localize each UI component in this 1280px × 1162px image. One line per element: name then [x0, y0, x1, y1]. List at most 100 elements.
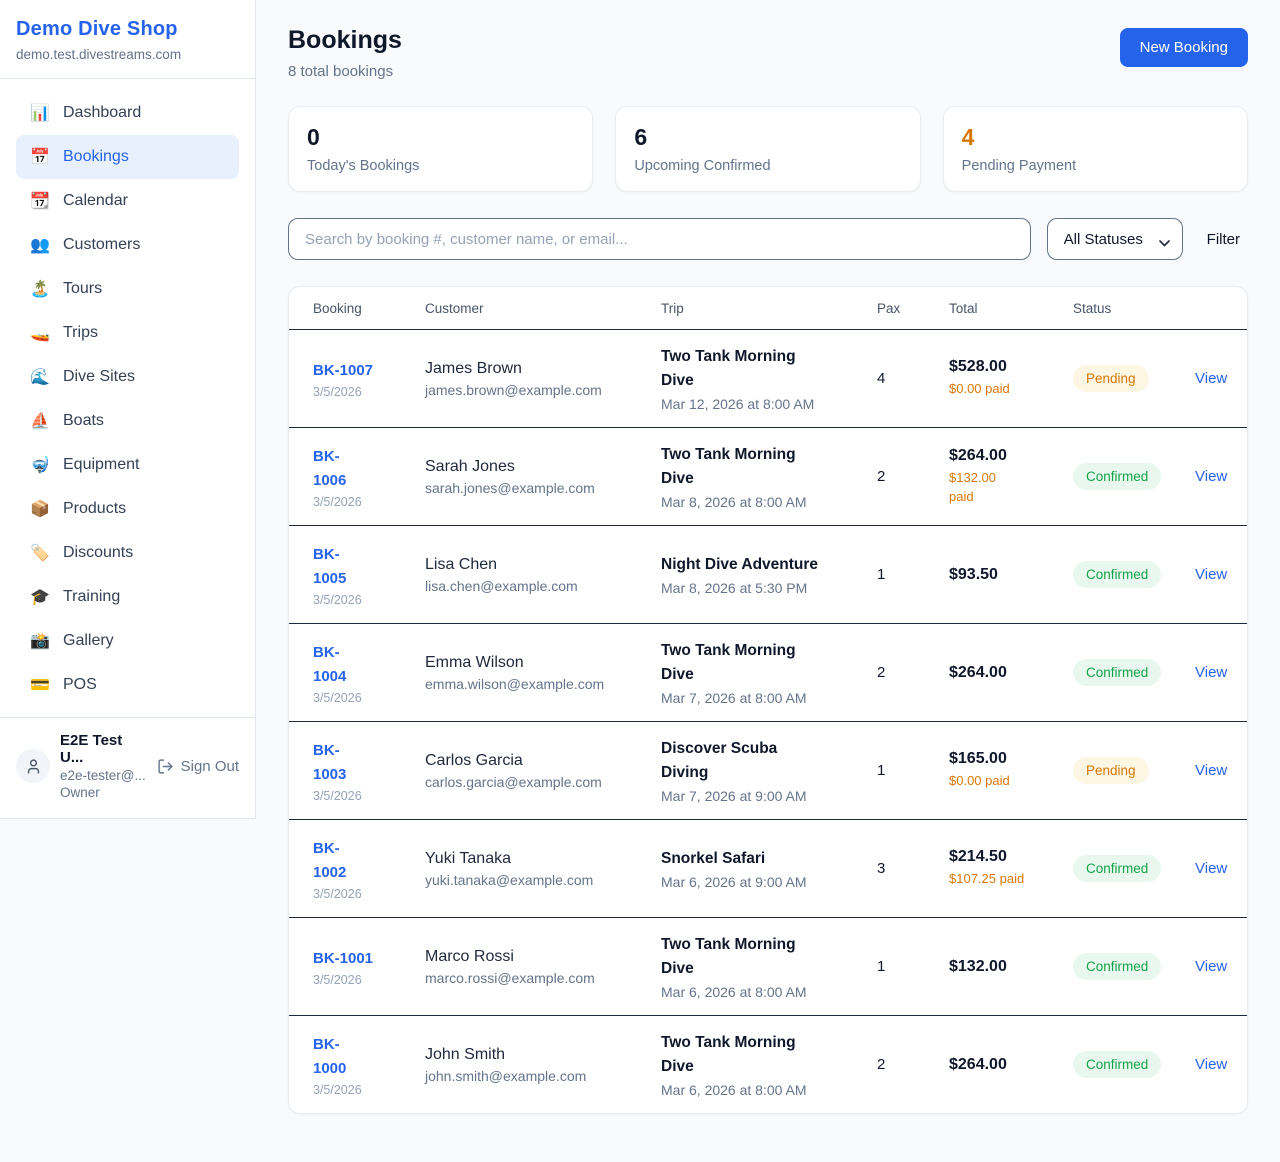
trip-name: Night Dive Adventure	[661, 555, 819, 573]
sidebar-item-tours[interactable]: 🏝️ Tours	[16, 267, 239, 311]
pax-count: 2	[877, 1056, 886, 1073]
sidebar-item-bookings[interactable]: 📅 Bookings	[16, 135, 239, 179]
trip-name: Two Tank Morning Dive	[661, 641, 796, 683]
status-badge: Confirmed	[1073, 1051, 1162, 1078]
sidebar-item-boats[interactable]: ⛵ Boats	[16, 399, 239, 443]
sidebar-item-label: Gallery	[63, 632, 114, 649]
trip-name: Two Tank Morning Dive	[661, 445, 796, 487]
pax-count: 1	[877, 762, 886, 779]
view-link[interactable]: View	[1195, 859, 1228, 877]
user-meta: E2E Test U... e2e-tester@... Owner	[60, 732, 147, 800]
total-amount: $264.00	[949, 663, 1007, 681]
shop-domain: demo.test.divestreams.com	[16, 47, 182, 62]
search-input[interactable]	[288, 218, 1031, 260]
booking-id-link[interactable]: BK- 1005	[313, 545, 347, 587]
wave-icon: 🌊	[30, 369, 50, 386]
user-role: Owner	[60, 785, 100, 800]
trip-name: Two Tank Morning Dive	[661, 1033, 796, 1075]
total-amount: $165.00	[949, 750, 1007, 768]
sidebar-item-dive-sites[interactable]: 🌊 Dive Sites	[16, 355, 239, 399]
view-link[interactable]: View	[1195, 1055, 1228, 1073]
sidebar-item-gallery[interactable]: 📸 Gallery	[16, 619, 239, 663]
sidebar-item-label: POS	[63, 676, 97, 693]
sidebar-item-label: Discounts	[63, 544, 134, 561]
total-amount: $93.50	[949, 565, 998, 583]
view-link[interactable]: View	[1195, 565, 1228, 583]
sign-out-button[interactable]: Sign Out	[157, 758, 239, 775]
col-total: Total	[949, 300, 978, 316]
table-body: BK-1007 3/5/2026 James Brown james.brown…	[289, 329, 1247, 1113]
booking-id-link[interactable]: BK- 1004	[313, 643, 347, 685]
booking-date: 3/5/2026	[313, 788, 362, 803]
booking-id-link[interactable]: BK- 1002	[313, 839, 347, 881]
table-row: BK- 1006 3/5/2026 Sarah Jones sarah.jone…	[289, 427, 1247, 525]
total-amount: $132.00	[949, 957, 1007, 975]
sidebar-item-calendar[interactable]: 📆 Calendar	[16, 179, 239, 223]
booking-date: 3/5/2026	[313, 690, 362, 705]
booking-id-link[interactable]: BK- 1006	[313, 447, 347, 489]
status-badge: Pending	[1073, 365, 1149, 392]
pax-count: 4	[877, 370, 886, 387]
pax-count: 1	[877, 566, 886, 583]
customer-email: emma.wilson@example.com	[425, 675, 605, 692]
sidebar-item-customers[interactable]: 👥 Customers	[16, 223, 239, 267]
table-row: BK-1001 3/5/2026 Marco Rossi marco.rossi…	[289, 917, 1247, 1015]
booking-id-link[interactable]: BK- 1000	[313, 1035, 347, 1077]
sign-out-icon	[158, 758, 173, 774]
trip-datetime: Mar 6, 2026 at 9:00 AM	[661, 874, 807, 890]
status-filter-select[interactable]: All Statuses	[1046, 218, 1183, 260]
table-row: BK- 1000 3/5/2026 John Smith john.smith@…	[289, 1015, 1247, 1113]
col-booking: Booking	[313, 300, 362, 316]
sidebar-item-dashboard[interactable]: 📊 Dashboard	[16, 91, 239, 135]
sidebar-item-trips[interactable]: 🚤 Trips	[16, 311, 239, 355]
sidebar-item-label: Trips	[63, 324, 98, 341]
sidebar-item-training[interactable]: 🎓 Training	[16, 575, 239, 619]
view-link[interactable]: View	[1195, 761, 1228, 779]
stats-row: 0 Today's Bookings 6 Upcoming Confirmed …	[288, 106, 1248, 192]
sidebar-item-label: Equipment	[63, 456, 140, 473]
col-pax: Pax	[877, 300, 901, 316]
user-block: E2E Test U... e2e-tester@... Owner Sign …	[0, 717, 255, 818]
shop-header: Demo Dive Shop demo.test.divestreams.com	[0, 0, 255, 79]
trip-datetime: Mar 8, 2026 at 8:00 AM	[661, 494, 807, 511]
stat-label: Today's Bookings	[307, 158, 420, 174]
booking-id-link[interactable]: BK- 1003	[313, 741, 347, 783]
bar-chart-icon: 📊	[30, 105, 50, 122]
total-amount: $264.00	[949, 446, 1007, 464]
paid-amount: $0.00 paid	[949, 773, 1010, 789]
user-icon	[27, 758, 39, 774]
tear-off-calendar-icon: 📆	[30, 193, 50, 210]
stat-label: Upcoming Confirmed	[634, 158, 771, 174]
sidebar-item-label: Dashboard	[63, 104, 142, 121]
booking-id-link[interactable]: BK-1001	[313, 949, 374, 967]
booking-id-link[interactable]: BK-1007	[313, 361, 374, 379]
view-link[interactable]: View	[1195, 663, 1228, 681]
new-booking-button[interactable]: New Booking	[1119, 28, 1248, 67]
sidebar-item-products[interactable]: 📦 Products	[16, 487, 239, 531]
graduation-cap-icon: 🎓	[30, 589, 50, 606]
status-badge: Pending	[1073, 757, 1149, 784]
view-link[interactable]: View	[1195, 957, 1228, 975]
stat-card: 0 Today's Bookings	[288, 106, 594, 192]
sidebar-item-equipment[interactable]: 🤿 Equipment	[16, 443, 239, 487]
view-link[interactable]: View	[1195, 467, 1228, 485]
customer-name: James Brown	[425, 359, 522, 377]
stat-value: 6	[634, 124, 648, 150]
paid-amount: $132.00 paid	[949, 469, 996, 504]
sidebar-item-label: Boats	[63, 412, 104, 429]
customer-email: james.brown@example.com	[425, 381, 602, 398]
sidebar-item-pos[interactable]: 💳 POS	[16, 663, 239, 707]
sidebar-item-label: Training	[63, 588, 121, 605]
people-icon: 👥	[30, 237, 50, 254]
view-link[interactable]: View	[1195, 369, 1228, 387]
stat-value: 0	[307, 124, 320, 150]
status-badge: Confirmed	[1073, 953, 1162, 980]
bookings-table: Booking Customer Trip Pax Total Status B…	[288, 286, 1248, 1114]
sidebar-item-discounts[interactable]: 🏷️ Discounts	[16, 531, 239, 575]
paid-amount: $107.25 paid	[949, 871, 1025, 887]
table-row: BK- 1002 3/5/2026 Yuki Tanaka yuki.tanak…	[289, 819, 1247, 917]
trip-datetime: Mar 12, 2026 at 8:00 AM	[661, 396, 815, 413]
filter-button[interactable]: Filter	[1199, 231, 1248, 248]
trip-name: Two Tank Morning Dive	[661, 347, 796, 389]
stat-card: 6 Upcoming Confirmed	[615, 106, 921, 192]
